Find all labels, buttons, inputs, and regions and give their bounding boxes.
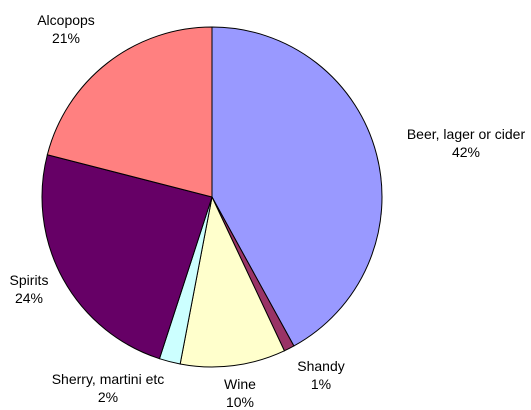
slice-percent-label-beer-lager-or-cider: 42% xyxy=(452,144,480,160)
pie-slice-alcopops xyxy=(46,26,213,198)
slice-percent-label-shandy: 1% xyxy=(311,376,331,392)
slice-name-label-alcopops: Alcopops xyxy=(37,12,95,28)
pie-slice-spirits xyxy=(41,154,213,360)
slice-name-label-beer-lager-or-cider: Beer, lager or cider xyxy=(407,126,526,142)
pie-slice-beer-lager-or-cider xyxy=(211,26,383,347)
pie-slice-wine xyxy=(179,195,286,368)
slice-name-label-spirits: Spirits xyxy=(10,272,49,288)
slice-percent-label-alcopops: 21% xyxy=(52,30,80,46)
pie-slices xyxy=(41,26,383,368)
slice-percent-label-spirits: 24% xyxy=(15,290,43,306)
pie-labels: Beer, lager or cider 42% Shandy 1% Wine 10% Sh… xyxy=(10,12,526,410)
slice-percent-label-wine: 10% xyxy=(226,394,254,410)
slice-name-label-sherry-martini-etc: Sherry, martini etc xyxy=(52,371,165,387)
slice-percent-label-sherry-martini-etc: 2% xyxy=(98,389,118,405)
slice-name-label-shandy: Shandy xyxy=(297,358,344,374)
slice-name-label-wine: Wine xyxy=(224,376,256,392)
